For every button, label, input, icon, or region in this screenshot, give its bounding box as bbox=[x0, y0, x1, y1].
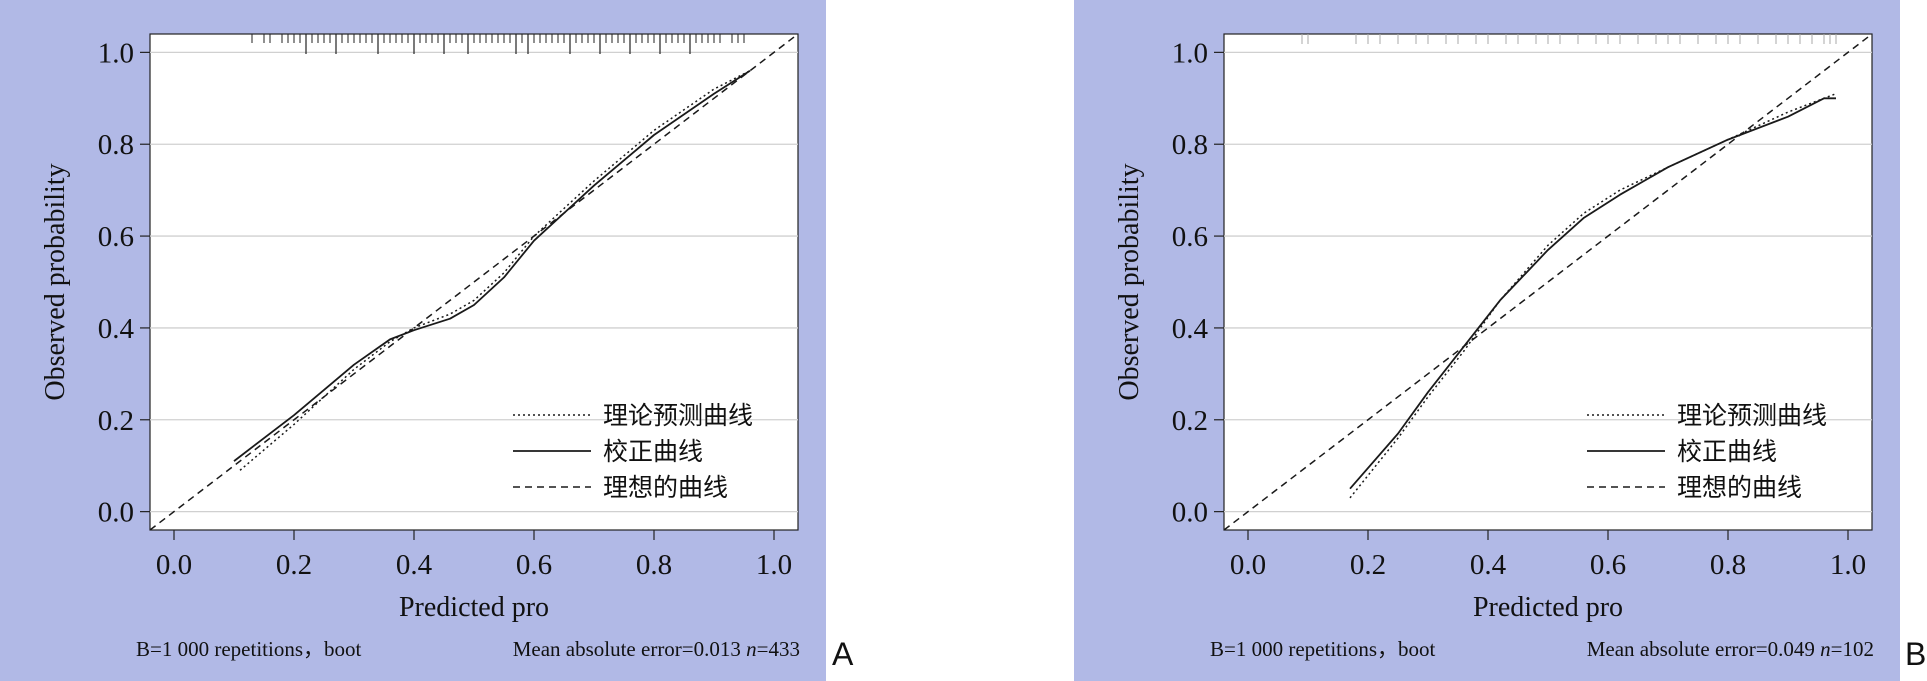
y-tick-label: 0.4 bbox=[98, 313, 135, 345]
y-axis-title: Observed probability bbox=[40, 163, 71, 400]
y-tick-label: 0.4 bbox=[1172, 313, 1209, 345]
footer-left: B=1 000 repetitions，boot bbox=[136, 637, 361, 661]
x-tick-label: 0.8 bbox=[636, 549, 672, 581]
x-tick-label: 1.0 bbox=[1830, 549, 1866, 581]
footer-left: B=1 000 repetitions，boot bbox=[1210, 637, 1435, 661]
calibration-chart-a: 0.0 0.2 0.4 0.6 0.8 1.0 0.0 0.2 0.4 0.6 0.8 1.0 Pred… bbox=[0, 0, 826, 681]
y-tick-label: 0.0 bbox=[1172, 497, 1208, 529]
series-line-solid bbox=[233, 69, 751, 462]
series-line-dashed bbox=[1224, 34, 1872, 530]
series-line-solid bbox=[1349, 97, 1836, 490]
legend-label: 理想的曲线 bbox=[1677, 473, 1802, 502]
footer-right: Mean absolute error=0.013 n=433 bbox=[513, 637, 800, 661]
legend-label: 理论预测曲线 bbox=[603, 401, 753, 430]
y-tick-label: 0.8 bbox=[1172, 129, 1208, 161]
footer-n-value: =433 bbox=[757, 637, 800, 661]
footer-mae: Mean absolute error=0.013 bbox=[513, 637, 746, 661]
y-tick-label: 1.0 bbox=[1172, 37, 1208, 69]
footer-n-label: n bbox=[1820, 637, 1831, 661]
footer-mae: Mean absolute error=0.049 bbox=[1587, 637, 1820, 661]
x-axis-title: Predicted pro bbox=[399, 592, 549, 623]
x-tick-label: 0.6 bbox=[1590, 549, 1626, 581]
y-tick-label: 1.0 bbox=[98, 37, 134, 69]
footer-n-label: n bbox=[746, 637, 757, 661]
y-tick-label: 0.8 bbox=[98, 129, 134, 161]
y-tick-label: 0.0 bbox=[98, 497, 134, 529]
x-tick-label: 0.2 bbox=[276, 549, 312, 581]
y-tick-label: 0.6 bbox=[1172, 221, 1208, 253]
y-axis-title: Observed probability bbox=[1114, 163, 1145, 400]
x-tick-label: 0.6 bbox=[516, 549, 552, 581]
panel-label-b: B bbox=[1905, 636, 1927, 672]
series-line-dotted bbox=[239, 70, 751, 471]
x-tick-label: 0.8 bbox=[1710, 549, 1746, 581]
legend-label: 校正曲线 bbox=[603, 437, 703, 466]
x-tick-label: 0.4 bbox=[1470, 549, 1507, 581]
y-tick-label: 0.2 bbox=[98, 405, 134, 437]
panel-label-a: A bbox=[832, 636, 854, 672]
x-tick-label: 0.4 bbox=[396, 549, 433, 581]
x-tick-label: 0.0 bbox=[156, 549, 192, 581]
y-tick-label: 0.6 bbox=[98, 221, 134, 253]
legend-label: 理论预测曲线 bbox=[1677, 401, 1827, 430]
y-tick-label: 0.2 bbox=[1172, 405, 1208, 437]
legend-label: 校正曲线 bbox=[1677, 437, 1777, 466]
calibration-chart-b: 0.0 0.2 0.4 0.6 0.8 1.0 0.0 0.2 0.4 0.6 0.8 1.0 Pred… bbox=[1074, 0, 1900, 681]
series-line-dashed bbox=[150, 34, 798, 530]
x-tick-label: 0.0 bbox=[1230, 549, 1266, 581]
x-axis-title: Predicted pro bbox=[1473, 592, 1623, 623]
panel-b: 0.0 0.2 0.4 0.6 0.8 1.0 0.0 0.2 0.4 0.6 0.8 1.0 Pred… bbox=[1074, 0, 1900, 681]
footer-n-value: =102 bbox=[1831, 637, 1874, 661]
footer-right: Mean absolute error=0.049 n=102 bbox=[1587, 637, 1874, 661]
panel-a: 0.0 0.2 0.4 0.6 0.8 1.0 0.0 0.2 0.4 0.6 0.8 1.0 Pred… bbox=[0, 0, 826, 681]
x-tick-label: 1.0 bbox=[756, 549, 792, 581]
x-tick-label: 0.2 bbox=[1350, 549, 1386, 581]
legend-label: 理想的曲线 bbox=[603, 473, 728, 502]
